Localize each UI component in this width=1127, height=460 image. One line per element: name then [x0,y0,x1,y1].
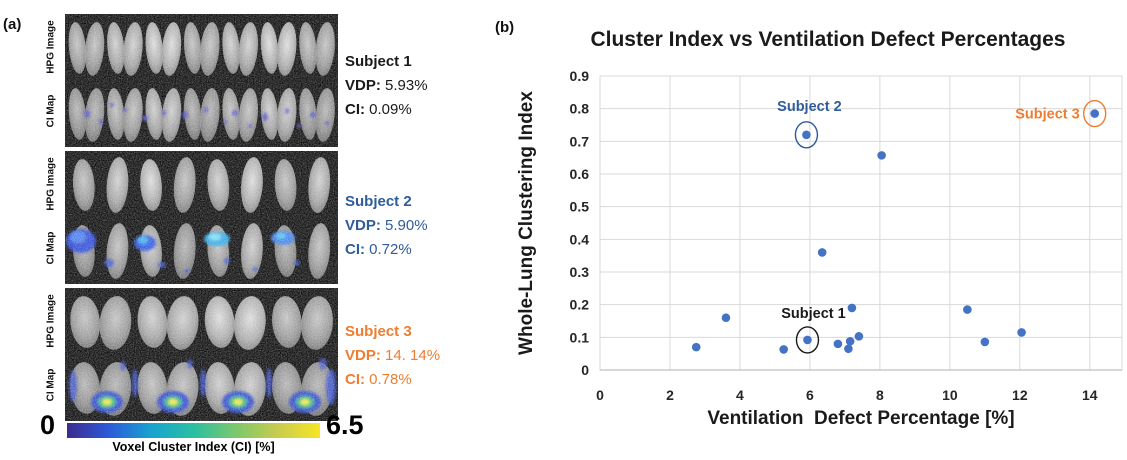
row-label-ci-map: CI Map [45,368,57,402]
subject-name: Subject 1 [345,53,412,70]
chart-title: Cluster Index vs Ventilation Defect Perc… [590,28,1065,51]
data-point [845,336,855,346]
colorbar-title: Voxel Cluster Index (CI) [%] [112,440,275,454]
y-axis-label: Whole-Lung Clustering Index [516,91,537,355]
mri-image [65,14,338,147]
subject-vdp: VDP: 14. 14% [345,347,441,364]
panel-b-label: (b) [495,19,514,36]
y-tick-label: 0.2 [570,297,590,313]
colorbar-gradient [67,423,320,438]
subject-annotation-label: Subject 1 [781,306,845,322]
subject-name: Subject 3 [345,323,412,340]
data-point [844,344,853,354]
data-point [1017,328,1026,337]
y-tick-label: 0.3 [570,264,590,280]
y-tick-label: 0.4 [570,231,590,247]
row-label-ci-map: CI Map [45,94,57,128]
data-point [779,345,788,354]
y-tick-label: 0.5 [570,199,590,215]
subject-info: Subject 1 VDP: 5.93% CI: 0.09% [345,50,475,122]
subject-ci: CI: 0.09% [345,101,412,118]
subject-info: Subject 2 VDP: 5.90% CI: 0.72% [345,190,475,262]
mri-block-subject-3: HPG Image CI Map [46,288,338,421]
scatter-chart: (b) Cluster Index vs Ventilation Defect … [495,19,1123,429]
subject-annotation-circle [794,121,819,149]
x-tick-label: 8 [876,387,884,403]
y-tick-label: 0.1 [570,329,590,345]
data-point [802,130,811,140]
data-point [980,337,990,347]
mri-block-subject-1: HPG Image CI Map [46,14,338,147]
data-point [877,151,886,160]
subject-vdp: VDP: 5.90% [345,217,428,234]
chart-annotations: Subject 1 Subject 2 Subject 3 [777,99,1107,354]
y-tick-label: 0.8 [570,101,590,117]
chart-points [691,109,1100,354]
x-axis-label: Ventilation Defect Percentage [%] [707,408,1014,429]
data-point [721,313,731,323]
data-point [691,342,701,352]
y-tick-label: 0 [581,362,589,378]
x-tick-label: 6 [806,387,814,403]
colorbar-min-label: 0 [40,410,56,440]
row-label-ci-map: CI Map [45,231,57,265]
y-tick-label: 0.6 [570,166,590,182]
subject-annotation-circle [795,326,820,354]
mri-image [65,151,338,284]
data-point [963,305,972,314]
subject-vdp: VDP: 5.93% [345,77,428,94]
x-tick-label: 0 [596,387,604,403]
data-point [1090,109,1100,118]
data-point [847,303,857,313]
x-tick-label: 14 [1082,387,1098,403]
chart-gridlines [599,75,1123,371]
x-tick-label: 4 [736,387,744,403]
subject-ci: CI: 0.78% [345,371,412,388]
subject-annotation-label: Subject 3 [1015,107,1079,123]
subject-annotation-label: Subject 2 [777,99,841,115]
subject-name: Subject 2 [345,193,412,210]
chart-tick-labels: 0 2 4 6 8 10 12 14 0 0.1 0.2 0.3 0.4 0.5 0.6 0.7 0.8 0.9 [570,68,1098,403]
panel-a-label: (a) [3,16,22,33]
subject-ci: CI: 0.72% [345,241,412,258]
mri-image [65,288,338,421]
data-point [803,335,812,345]
colorbar-max-label: 6.5 [326,410,364,440]
data-point [817,248,827,257]
row-label-hpg-image: HPG Image [45,20,57,74]
subject-info: Subject 3 VDP: 14. 14% CI: 0.78% [345,320,475,392]
row-label-hpg-image: HPG Image [45,157,57,211]
y-tick-label: 0.9 [570,68,590,84]
subject-annotation-circle [1083,99,1107,128]
data-point [833,339,843,349]
mri-block-subject-2: HPG Image CI Map [46,151,338,284]
x-tick-label: 10 [942,387,958,403]
row-label-hpg-image: HPG Image [45,294,57,348]
x-tick-label: 12 [1012,387,1028,403]
x-tick-label: 2 [666,387,674,403]
data-point [854,332,864,341]
y-tick-label: 0.7 [570,133,590,149]
